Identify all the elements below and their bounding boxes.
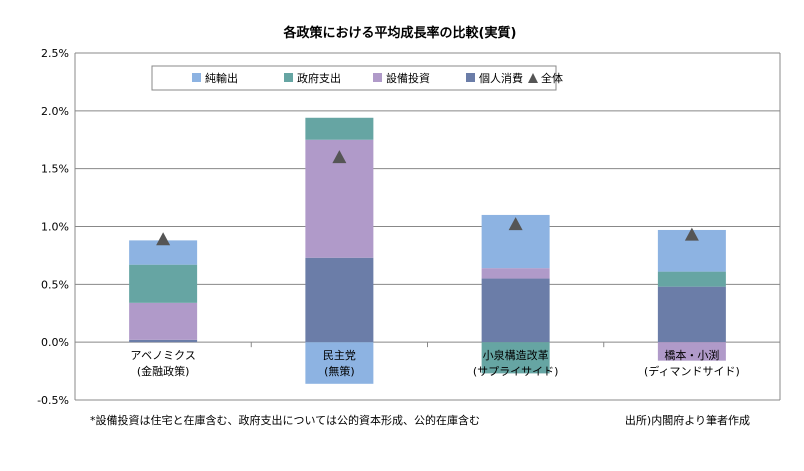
bar-segment-政府支出 bbox=[657, 271, 726, 287]
legend-swatch bbox=[192, 73, 201, 82]
footnote: *設備投資は住宅と在庫含む、政府支出については公的資本形成、公的在庫含む bbox=[90, 413, 480, 427]
x-category-label: 民主党 bbox=[323, 349, 356, 362]
bar-segment-設備投資 bbox=[129, 302, 198, 340]
legend-swatch bbox=[284, 73, 293, 82]
x-category-label: アベノミクス bbox=[130, 349, 195, 362]
legend-label: 設備投資 bbox=[386, 71, 430, 85]
total-marker bbox=[684, 227, 699, 241]
bar-segment-設備投資 bbox=[481, 268, 550, 279]
y-tick-label: 2.0% bbox=[41, 105, 69, 118]
x-category-label: (ディマンドサイド) bbox=[644, 364, 740, 378]
total-marker bbox=[508, 217, 523, 231]
legend-label: 全体 bbox=[541, 71, 563, 85]
bar-segment-政府支出 bbox=[129, 264, 198, 303]
bar-segment-純輸出 bbox=[305, 342, 374, 384]
chart-title: 各政策における平均成長率の比較(実質) bbox=[283, 25, 517, 41]
bar-segment-政府支出 bbox=[305, 117, 374, 140]
x-category-label: 小泉構造改革 bbox=[483, 348, 549, 362]
legend-label: 個人消費 bbox=[479, 71, 523, 85]
legend-marker-total bbox=[528, 73, 538, 83]
x-category-label: (無策) bbox=[324, 364, 355, 378]
y-tick-label: 1.0% bbox=[41, 221, 69, 234]
y-tick-label: 1.5% bbox=[41, 163, 69, 176]
total-marker bbox=[156, 232, 171, 246]
legend-label: 純輸出 bbox=[205, 71, 238, 85]
legend-box bbox=[151, 65, 557, 91]
bar-segment-設備投資 bbox=[657, 342, 726, 361]
bar-segment-個人消費 bbox=[657, 286, 726, 343]
y-tick-label: -0.5% bbox=[37, 394, 69, 407]
y-tick-label: 0.0% bbox=[41, 336, 69, 349]
x-category-label: 橋本・小渕 bbox=[664, 348, 719, 362]
bar-segment-個人消費 bbox=[129, 339, 198, 343]
legend-label: 政府支出 bbox=[297, 71, 341, 85]
y-tick-label: 2.5% bbox=[41, 47, 69, 60]
bar-segment-個人消費 bbox=[481, 278, 550, 343]
legend-swatch bbox=[466, 73, 475, 82]
source-note: 出所)内閣府より筆者作成 bbox=[625, 413, 750, 427]
y-tick-label: 0.5% bbox=[41, 278, 69, 291]
bar-segment-個人消費 bbox=[305, 257, 374, 343]
x-category-label: (金融政策) bbox=[137, 364, 190, 378]
legend-swatch bbox=[373, 73, 382, 82]
bar-segment-政府支出 bbox=[481, 342, 550, 374]
x-category-label: (サプライサイド) bbox=[473, 365, 559, 378]
total-marker bbox=[332, 150, 347, 164]
